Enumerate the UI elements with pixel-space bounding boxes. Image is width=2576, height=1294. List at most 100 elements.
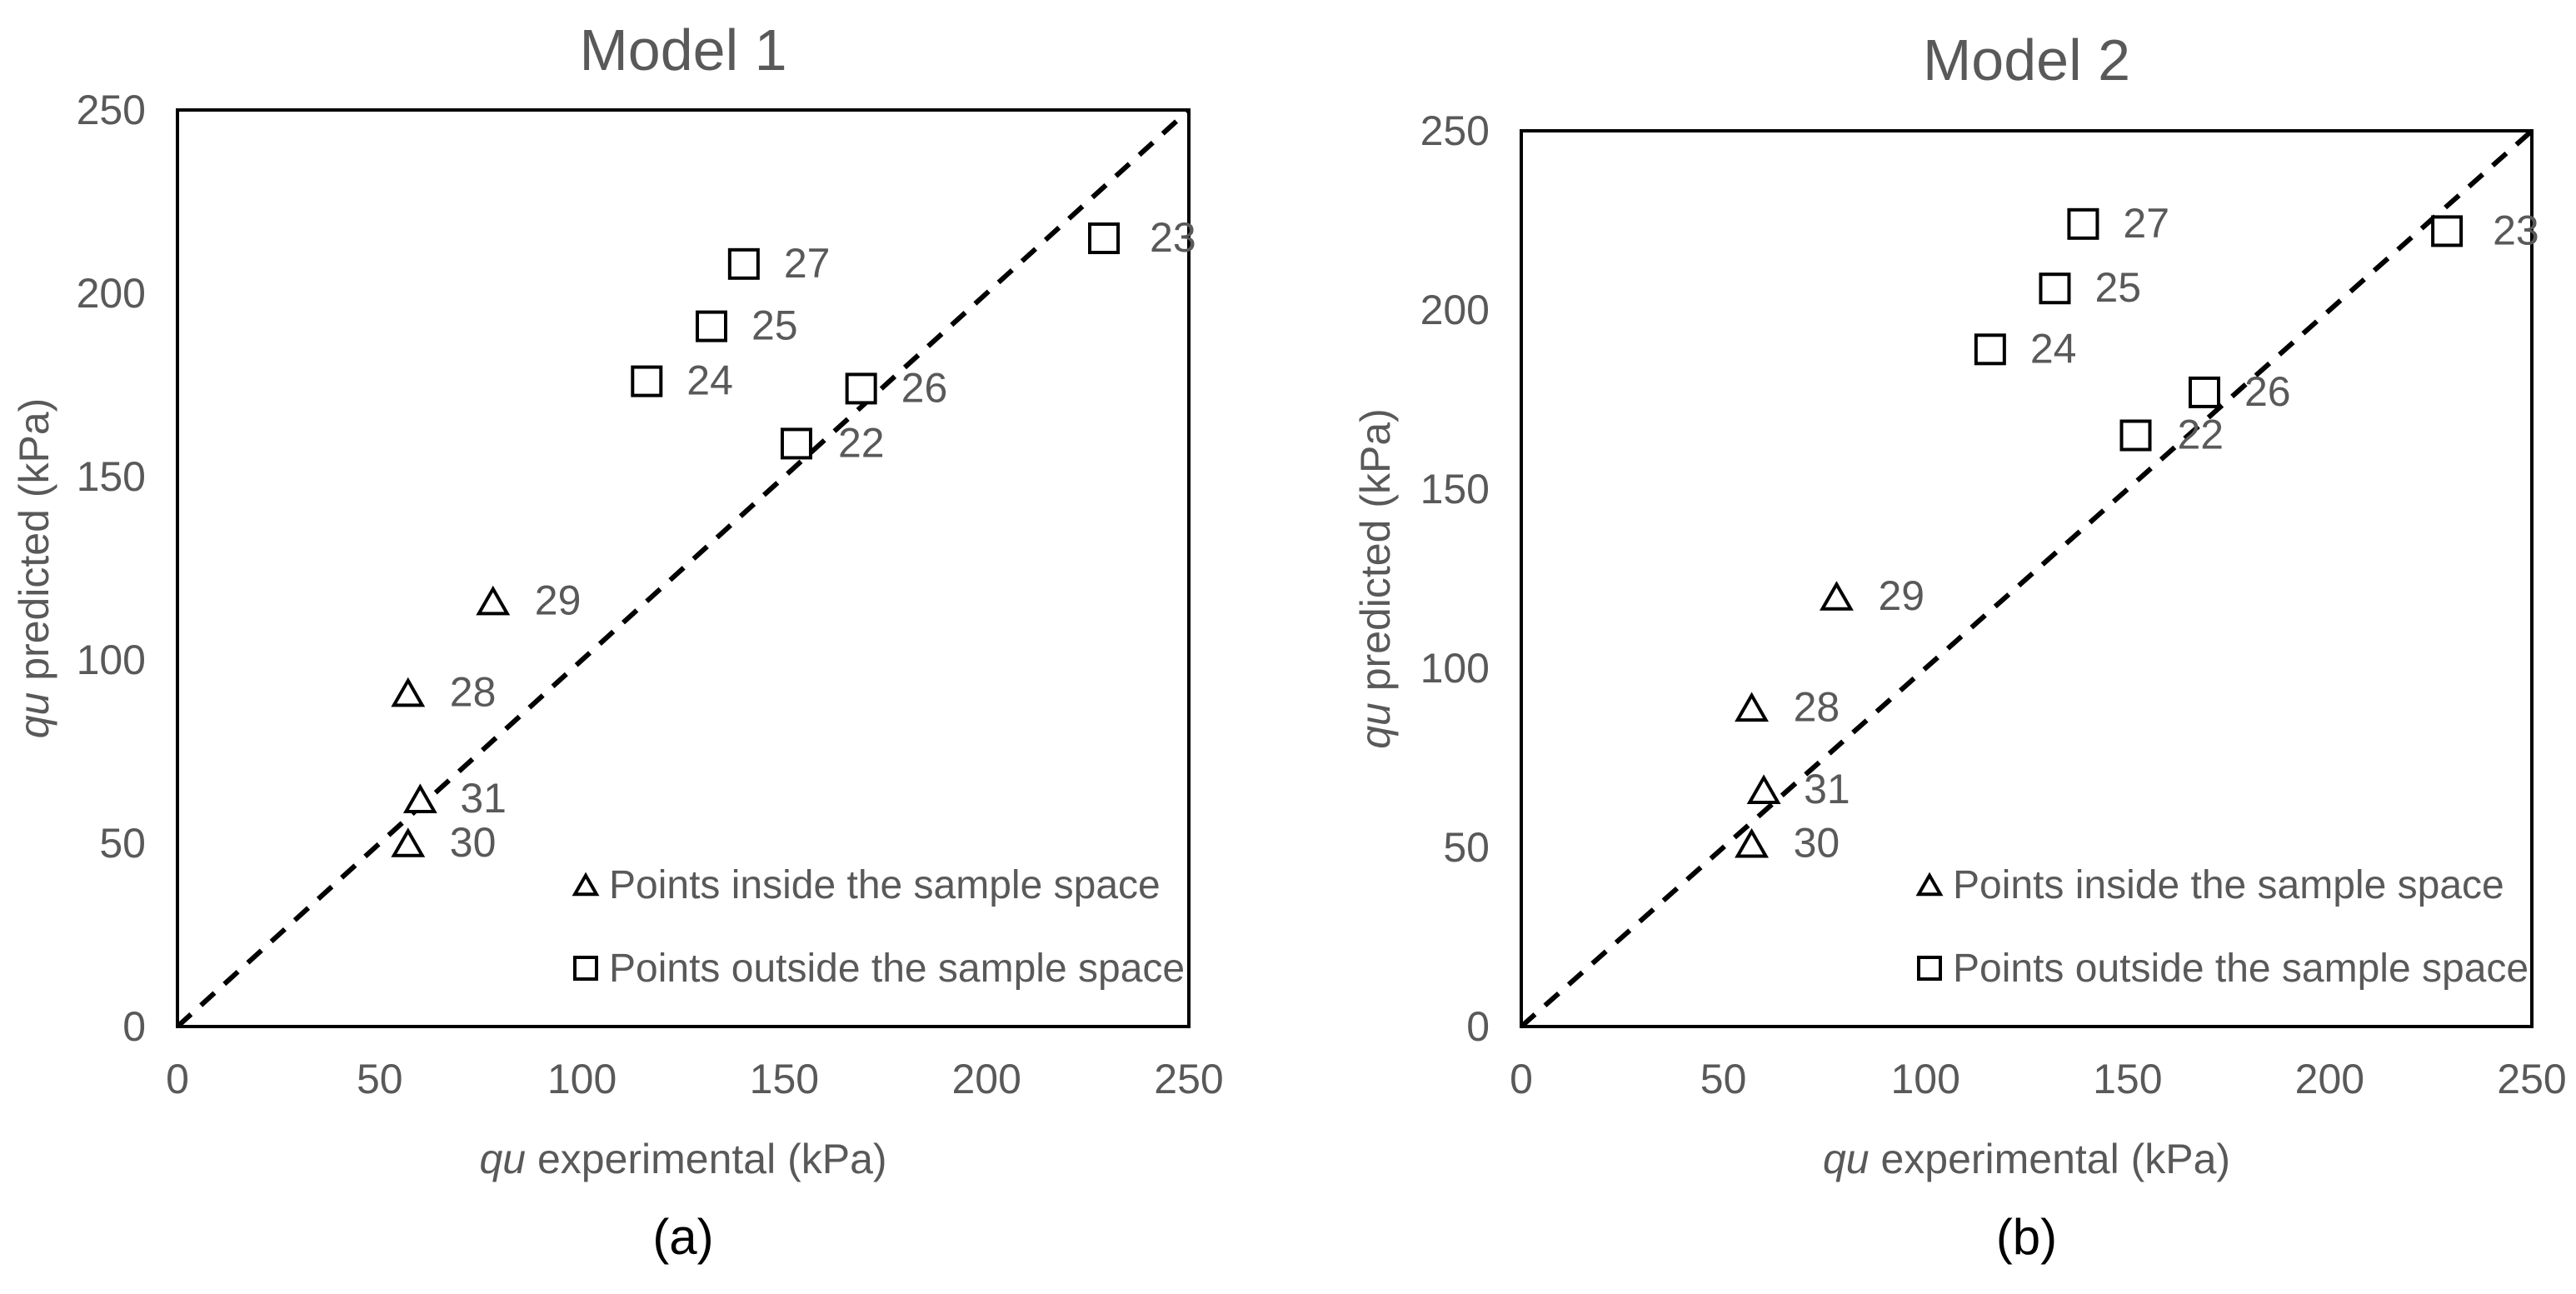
- point-label: 22: [838, 419, 885, 466]
- x-tick-label: 0: [1510, 1056, 1533, 1102]
- legend-marker-square: [573, 956, 598, 981]
- chart-panel-1: Model 1 0 50 100 150 200 250 0 50 100 150 200 250 qu …: [11, 17, 1224, 1265]
- y-tick-label: 0: [1466, 1003, 1490, 1050]
- x-tick-label: 250: [1154, 1056, 1223, 1102]
- data-point-triangle: [391, 827, 426, 857]
- y-tick-label: 200: [77, 270, 146, 317]
- point-label: 28: [1794, 683, 1840, 730]
- y-tick-label: 150: [1420, 466, 1490, 512]
- plot-area: [176, 108, 1191, 1028]
- legend-marker-triangle: [572, 872, 600, 897]
- x-tick-label: 50: [357, 1056, 403, 1102]
- data-point-square: [2039, 272, 2071, 305]
- legend-label: Points outside the sample space: [1953, 947, 2529, 991]
- legend-label: Points outside the sample space: [609, 947, 1185, 991]
- series-triangle: 28 29 30 31: [1735, 572, 1925, 867]
- y-axis-label-symbol: qu: [11, 692, 57, 739]
- x-tick-label: 50: [1700, 1056, 1747, 1102]
- x-tick-label: 150: [750, 1056, 819, 1102]
- x-tick-label: 200: [2295, 1056, 2364, 1102]
- x-tick-label: 0: [166, 1056, 189, 1102]
- data-point-square: [695, 310, 727, 342]
- point-label: 24: [686, 357, 733, 404]
- y-axis-label-symbol: qu: [1352, 702, 1399, 749]
- legend-marker-triangle: [1915, 872, 1944, 897]
- panel-caption: (a): [652, 1209, 713, 1265]
- y-tick-label: 50: [1443, 824, 1490, 871]
- panel-caption: (b): [1996, 1209, 2057, 1265]
- y-tick-label: 250: [77, 87, 146, 133]
- plot-area: [1520, 129, 2534, 1028]
- point-label: 23: [2493, 207, 2539, 253]
- data-point-triangle: [1735, 692, 1770, 722]
- legend-label: Points inside the sample space: [609, 863, 1161, 907]
- reference-line: [1520, 128, 2534, 1029]
- data-point-square: [2431, 215, 2464, 247]
- x-tick-label: 250: [2497, 1056, 2566, 1102]
- data-point-square: [631, 365, 663, 397]
- point-label: 26: [901, 364, 948, 411]
- data-point-square: [1088, 222, 1121, 254]
- point-label: 27: [2123, 200, 2169, 247]
- data-point-square: [2188, 376, 2220, 408]
- data-point-triangle: [391, 677, 426, 707]
- y-tick-label: 250: [1420, 107, 1490, 154]
- y-axis-label: qu predicted (kPa): [11, 398, 57, 739]
- y-tick-label: 100: [77, 637, 146, 683]
- x-tick-label: 200: [951, 1056, 1021, 1102]
- x-axis-label-text: experimental (kPa): [526, 1136, 887, 1182]
- chart-title: Model 2: [1923, 27, 2130, 92]
- chart-panel-2: Model 2 0 50 100 150 200 250 0 50 100 150 200 250 qu …: [1352, 27, 2567, 1265]
- point-label: 30: [450, 819, 497, 866]
- data-point-square: [1974, 333, 2006, 366]
- data-point-square: [727, 247, 760, 280]
- chart-title: Model 1: [579, 17, 786, 82]
- point-label: 31: [460, 775, 507, 822]
- data-point-square: [2119, 419, 2152, 452]
- point-label: 28: [450, 669, 497, 716]
- y-tick-label: 50: [99, 820, 146, 867]
- point-label: 31: [1804, 766, 1850, 812]
- data-point-triangle: [402, 783, 437, 813]
- data-point-triangle: [1819, 581, 1854, 611]
- legend-label: Points inside the sample space: [1953, 863, 2504, 907]
- data-point-triangle: [1735, 827, 1770, 858]
- data-point-square: [780, 427, 812, 460]
- y-tick-label: 0: [122, 1003, 146, 1050]
- point-label: 29: [535, 577, 582, 624]
- y-tick-label: 100: [1420, 645, 1490, 692]
- point-label: 24: [2030, 325, 2077, 372]
- point-label: 25: [751, 302, 798, 349]
- x-tick-label: 100: [1890, 1056, 1959, 1102]
- point-label: 26: [2244, 368, 2291, 415]
- x-axis-label-symbol: qu: [479, 1136, 526, 1182]
- x-axis-label-text: experimental (kPa): [1870, 1136, 2231, 1182]
- y-axis-label: qu predicted (kPa): [1352, 408, 1399, 749]
- y-tick-label: 200: [1420, 287, 1490, 333]
- series-square: 22 23 24 25 26 27: [631, 214, 1196, 466]
- point-label: 29: [1878, 572, 1925, 619]
- x-axis-label: qu experimental (kPa): [1823, 1136, 2230, 1182]
- x-axis-label-symbol: qu: [1823, 1136, 1870, 1182]
- y-axis-label-text: predicted (kPa): [1352, 408, 1399, 702]
- y-axis-label-text: predicted (kPa): [11, 398, 57, 692]
- series-square: 22 23 24 25 26 27: [1974, 200, 2539, 458]
- legend: Points inside the sample space Points out…: [1915, 863, 2529, 991]
- legend-marker-square: [1917, 956, 1942, 981]
- data-point-square: [2067, 207, 2099, 240]
- point-label: 23: [1150, 214, 1196, 261]
- point-label: 22: [2178, 412, 2224, 458]
- data-point-triangle: [1746, 774, 1781, 804]
- x-tick-label: 100: [547, 1056, 617, 1102]
- x-tick-label: 150: [2093, 1056, 2162, 1102]
- reference-line: [175, 107, 1191, 1029]
- y-tick-label: 150: [77, 453, 146, 500]
- x-axis-label: qu experimental (kPa): [479, 1136, 886, 1182]
- point-label: 27: [784, 240, 831, 287]
- data-point-square: [845, 372, 877, 405]
- legend: Points inside the sample space Points out…: [572, 863, 1185, 991]
- data-point-triangle: [476, 585, 511, 616]
- point-label: 30: [1794, 820, 1840, 867]
